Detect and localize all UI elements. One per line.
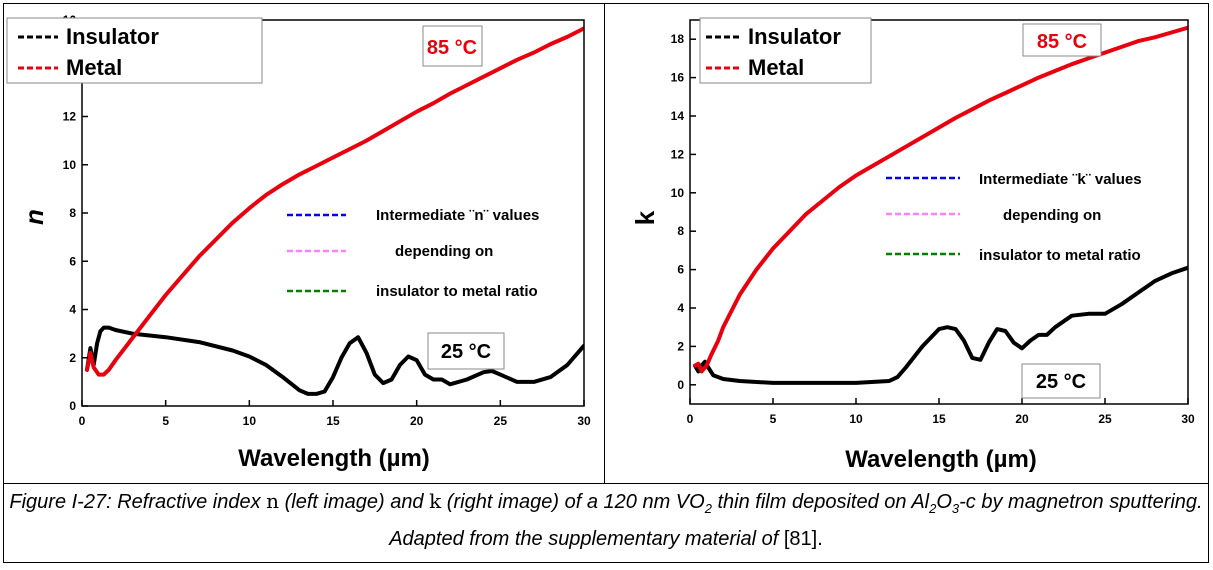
caption-part4: thin film deposited on Al [711, 491, 930, 513]
legend-box [699, 17, 872, 84]
caption-sym-n: n [266, 489, 280, 513]
series-group [85, 26, 584, 396]
caption-part5: O [936, 491, 952, 513]
caption-part2: (left image) and [279, 491, 430, 513]
caption-sub2: 2 [704, 501, 712, 516]
caption-part1: Figure I-27: Refractive index [9, 491, 267, 513]
note-label: insulator to metal ratio [376, 283, 538, 300]
x-tick-label: 10 [849, 412, 863, 426]
x-tick-label: 15 [932, 412, 946, 426]
x-tick-label: 15 [326, 414, 340, 428]
figure-frame [3, 3, 1209, 563]
x-tick-label: 0 [79, 414, 86, 428]
x-axis-title: Wavelength (µm) [238, 445, 430, 472]
legend-label-metal: Metal [748, 55, 804, 80]
x-tick-label: 5 [162, 414, 169, 428]
note-label: Intermediate ¨k¨ values [979, 171, 1142, 188]
legend-box [6, 17, 263, 84]
caption-part6: -c by magnetron sputtering. Adapted from… [389, 491, 1203, 550]
series-line-insulator [85, 325, 584, 396]
temp-cold-label: 25 °C [441, 341, 491, 363]
y-tick-label: 14 [671, 109, 685, 123]
y-axis-title: n [19, 209, 49, 225]
temp-hot-label: 85 °C [427, 37, 477, 59]
y-tick-label: 0 [677, 378, 684, 392]
y-tick-label: 12 [63, 110, 77, 124]
note-label: insulator to metal ratio [979, 247, 1141, 264]
legend-label-insulator: Insulator [748, 24, 841, 49]
temp-cold-label: 25 °C [1036, 371, 1086, 393]
y-tick-label: 8 [69, 206, 76, 220]
caption-end: . [817, 528, 823, 550]
x-tick-label: 5 [770, 412, 777, 426]
x-tick-label: 20 [410, 414, 424, 428]
y-tick-label: 2 [69, 351, 76, 365]
x-tick-label: 30 [1181, 412, 1195, 426]
y-tick-label: 8 [677, 224, 684, 238]
y-tick-label: 0 [69, 399, 76, 413]
caption-ref: [81] [783, 528, 818, 550]
y-tick-label: 4 [69, 303, 76, 317]
y-tick-label: 4 [677, 301, 684, 315]
y-tick-label: 10 [63, 158, 77, 172]
y-tick-label: 16 [671, 71, 685, 85]
x-tick-label: 10 [243, 414, 257, 428]
y-axis-title: k [630, 210, 660, 225]
x-tick-label: 0 [687, 412, 694, 426]
y-tick-label: 6 [677, 263, 684, 277]
legend-label-insulator: Insulator [66, 24, 159, 49]
caption-sub3: 3 [951, 501, 960, 516]
panel-divider [604, 3, 605, 484]
x-tick-label: 30 [577, 414, 591, 428]
chart-n: 0510152025300246810121416Wavelength (µm)… [6, 13, 591, 472]
caption-divider [3, 483, 1209, 484]
note-label: Intermediate ¨n¨ values [376, 207, 539, 224]
y-tick-label: 12 [671, 147, 685, 161]
temp-cold-box [427, 332, 505, 370]
caption-sym-k: k [429, 489, 442, 513]
temp-hot-label: 85 °C [1037, 31, 1087, 53]
note-label: depending on [395, 243, 493, 260]
y-tick-label: 18 [671, 32, 685, 46]
series-line-metal [85, 26, 584, 377]
y-tick-label: 2 [677, 339, 684, 353]
series-line-insulator [693, 265, 1188, 385]
note-label: depending on [1003, 207, 1101, 224]
caption-part3: (right image) of a 120 nm VO [441, 491, 705, 513]
legend-label-metal: Metal [66, 55, 122, 80]
caption-sub2b: 2 [929, 501, 937, 516]
x-tick-label: 20 [1015, 412, 1029, 426]
temp-cold-box [1021, 363, 1101, 399]
temp-hot-box [422, 25, 483, 67]
y-tick-label: 10 [671, 186, 685, 200]
figure-caption: Figure I-27: Refractive index n (left im… [3, 486, 1209, 554]
temp-hot-box [1022, 23, 1102, 57]
x-tick-label: 25 [1098, 412, 1112, 426]
y-tick-label: 6 [69, 254, 76, 268]
x-axis-title: Wavelength (µm) [845, 446, 1037, 473]
x-tick-label: 25 [494, 414, 508, 428]
chart-k: 0 5 10 15 20 25 30 0 2 4 6 8 10 12 14 16 18 Wavelength (µ… [630, 17, 1195, 473]
